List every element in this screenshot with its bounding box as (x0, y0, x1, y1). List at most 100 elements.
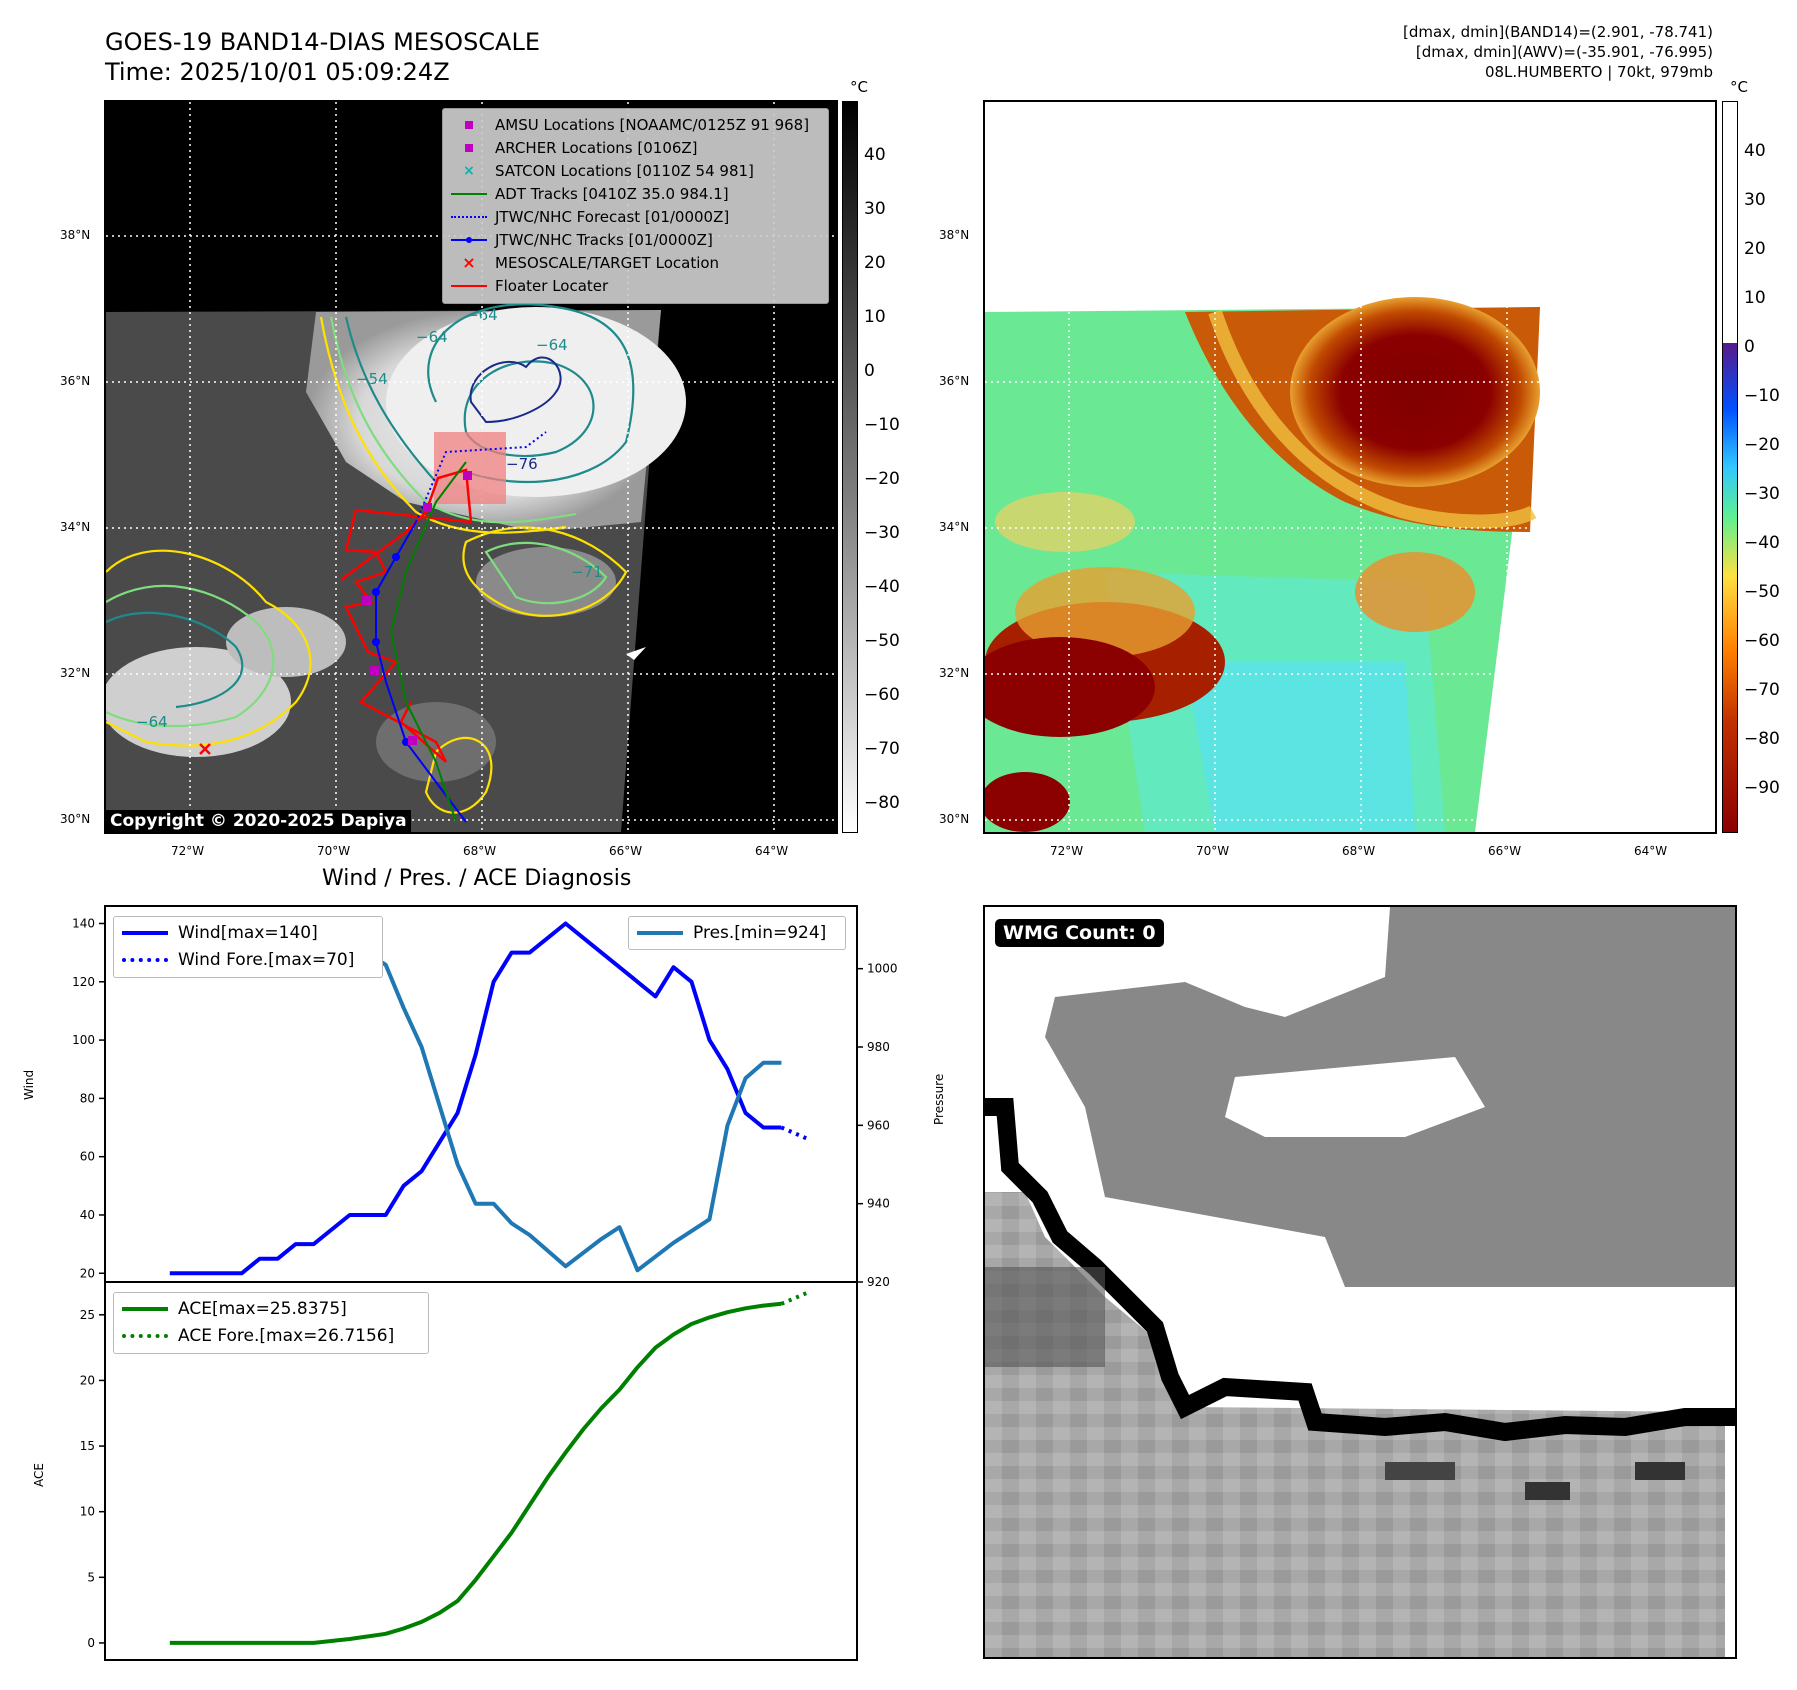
legend-label: ACE Fore.[max=26.7156] (178, 1325, 395, 1346)
y-tick-label: 15 (80, 1439, 95, 1453)
pressure-legend: Pres.[min=924] (628, 916, 846, 950)
colorbar-tick: 20 (864, 253, 886, 273)
pressure-axis-label: Pressure (932, 1073, 946, 1125)
lon-label: 68°W (1342, 844, 1376, 858)
legend-item-jtwc-forecast: JTWC/NHC Forecast [01/0000Z] (451, 205, 820, 228)
lon-label: 70°W (317, 844, 351, 858)
target-marker (199, 743, 211, 755)
contour-labels: −64 −64 −64 −54 −76 −64 −71 (136, 306, 603, 731)
lat-label: 34°N (60, 520, 91, 534)
y2-tick-label: 920 (867, 1275, 890, 1289)
contour-label: −76 (506, 455, 538, 473)
legend-item-ace: ACE[max=25.8375] (122, 1295, 420, 1322)
lat-label: 38°N (60, 228, 91, 242)
y2-tick-label: 960 (867, 1118, 890, 1132)
figure-time: Time: 2025/10/01 05:09:24Z (105, 58, 450, 86)
colorbar-tick: −40 (864, 577, 900, 597)
colorbar-tick: −50 (1744, 582, 1780, 602)
legend-item-amsu: AMSU Locations [NOAAMC/0125Z 91 968] (451, 113, 820, 136)
cloud-contours (106, 303, 635, 814)
lon-label: 72°W (1050, 844, 1084, 858)
adt-track (389, 461, 467, 823)
colorbar-tick: −40 (1744, 533, 1780, 553)
legend-item-target: × MESOSCALE/TARGET Location (462, 252, 720, 272)
legend-label: ADT Tracks [0410Z 35.0 984.1] (495, 184, 729, 203)
legend-label: Floater Locater (495, 276, 609, 295)
contour-label: −71 (571, 563, 603, 581)
colorbar-tick: −80 (1744, 729, 1780, 749)
colorbar-tick: 40 (864, 145, 886, 165)
legend-item-satcon: × SATCON Locations [0110Z 54 981] (463, 161, 754, 180)
legend-label: ARCHER Locations [0106Z] (495, 138, 698, 157)
contour-label: −64 (536, 336, 568, 354)
legend-label: MESOSCALE/TARGET Location (495, 253, 720, 272)
target-box (434, 432, 506, 504)
lon-label: 64°W (755, 844, 789, 858)
lat-label: 36°N (939, 374, 970, 388)
contour-label: −64 (466, 306, 498, 324)
legend-item-pressure: Pres.[min=924] (637, 919, 837, 946)
legend-label: Wind Fore.[max=70] (178, 949, 355, 970)
lat-label: 36°N (60, 374, 91, 388)
legend-label: JTWC/NHC Forecast [01/0000Z] (495, 207, 730, 226)
awv-gridlines (985, 102, 1715, 832)
colorbar-unit: °C (1730, 78, 1748, 96)
lat-label: 38°N (939, 228, 970, 242)
jtwc-forecast (415, 431, 547, 523)
map-legend: AMSU Locations [NOAAMC/0125Z 91 968] ARC… (442, 108, 829, 304)
y2-tick-label: 940 (867, 1197, 890, 1211)
legend-label: AMSU Locations [NOAAMC/0125Z 91 968] (495, 115, 810, 134)
plot-frame (104, 1281, 858, 1661)
legend-item-archer: ARCHER Locations [0106Z] (451, 136, 820, 159)
ace-legend: ACE[max=25.8375] ACE Fore.[max=26.7156] (113, 1292, 429, 1354)
colorbar-tick: −20 (864, 469, 900, 489)
series-line-wind-fore-max-70- (780, 1125, 810, 1142)
colorbar-tick: 20 (1744, 239, 1766, 259)
y-tick-label: 100 (72, 1033, 95, 1047)
colorbar-tick: −60 (864, 685, 900, 705)
colorbar-tick: −90 (1744, 778, 1780, 798)
lon-label: 64°W (1634, 844, 1668, 858)
colorbar-ir (842, 101, 858, 833)
series-line-ace-max-25-8375- (169, 1301, 782, 1645)
lon-label: 70°W (1196, 844, 1230, 858)
series-line-wind-max-140- (169, 921, 782, 1276)
legend-label: Wind[max=140] (178, 922, 318, 943)
colorbar-tick: 0 (864, 361, 875, 381)
y-tick-label: 5 (87, 1570, 95, 1584)
figure-title: GOES-19 BAND14-DIAS MESOSCALE (105, 28, 541, 56)
ir-map-panel: −64 −64 −64 −54 −76 −64 −71 (104, 100, 838, 834)
legend-label: JTWC/NHC Tracks [01/0000Z] (495, 230, 713, 249)
colorbar-tick: −50 (864, 631, 900, 651)
wind-pressure-chart: 20 40 60 80 100 120 140 920 940 960 980 1000 (72, 905, 898, 1289)
awv-map-panel (983, 100, 1717, 834)
colorbar-tick: 0 (1744, 337, 1755, 357)
lon-label: 66°W (1488, 844, 1522, 858)
colorbar-awv (1722, 101, 1738, 833)
colorbar-tick: −10 (864, 415, 900, 435)
legend-item-wind: Wind[max=140] (122, 919, 374, 946)
colorbar-tick: −20 (1744, 435, 1780, 455)
awv-map (985, 102, 1715, 832)
colorbar-tick: 30 (864, 199, 886, 219)
wmg-count-badge: WMG Count: 0 (995, 919, 1164, 947)
wind-axis-label: Wind (22, 1069, 36, 1100)
wind-legend: Wind[max=140] Wind Fore.[max=70] (113, 916, 383, 978)
lon-label: 68°W (463, 844, 497, 858)
legend-item-adt: ADT Tracks [0410Z 35.0 984.1] (451, 182, 820, 205)
colorbar-tick: −70 (864, 739, 900, 759)
diagnosis-title: Wind / Pres. / ACE Diagnosis (322, 866, 632, 891)
colorbar-tick: 10 (864, 307, 886, 327)
legend-item-wind-forecast: Wind Fore.[max=70] (122, 946, 374, 973)
contour-label: −64 (416, 328, 448, 346)
info-band14-range: [dmax, dmin](BAND14)=(2.901, -78.741) (1402, 23, 1713, 41)
colorbar-tick: −80 (864, 793, 900, 813)
island (626, 647, 646, 660)
wmg-panel: WMG Count: 0 (983, 905, 1737, 1659)
y-tick-label: 40 (80, 1208, 95, 1222)
info-storm: 08L.HUMBERTO | 70kt, 979mb (1484, 63, 1713, 81)
info-awv-range: [dmax, dmin](AWV)=(-35.901, -76.995) (1415, 43, 1713, 61)
legend-item-ace-forecast: ACE Fore.[max=26.7156] (122, 1322, 420, 1349)
ace-chart: 0 5 10 15 20 25 (80, 1281, 858, 1661)
legend-item-floater: Floater Locater (451, 274, 820, 297)
